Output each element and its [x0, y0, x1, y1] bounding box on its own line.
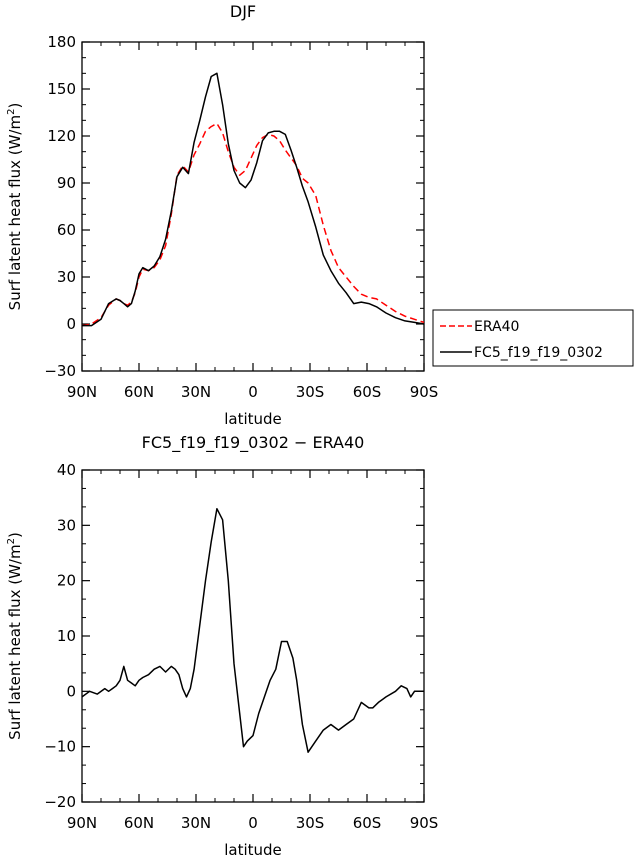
panel-2-x-tick-label: 30N	[181, 814, 211, 832]
panel-2: FC5_f19_f19_0302 − ERA40 −20−10010203040…	[6, 433, 438, 859]
panel-2-x-tick-label: 90N	[67, 814, 97, 832]
panel-2-series-line-difference	[81, 507, 424, 753]
panel-1-y-axis-title-end: )	[6, 103, 24, 109]
panel-1-x-tick-label: 30N	[181, 383, 211, 401]
panel-2-x-tick-label: 60S	[353, 814, 382, 832]
panel-2-y-axis-title: Surf latent heat flux (W/m2)	[6, 532, 24, 740]
panel-2-x-tick-label: 60N	[124, 814, 154, 832]
legend-era40-label: ERA40	[474, 319, 519, 335]
legend: ERA40 FC5_f19_f19_0302	[432, 309, 634, 367]
panel-1-x-tick-label: 90N	[67, 383, 97, 401]
panel-1-title: DJF	[230, 2, 256, 21]
legend-box	[432, 309, 634, 367]
panel-1-y-tick-label: −30	[44, 362, 76, 380]
panel-2-y-ticks: −20 −10 0 10 20 30 40	[44, 461, 424, 811]
panel-2-y-axis-title-superscript: 2	[6, 538, 17, 544]
panel-1-x-tick-label: 60N	[124, 383, 154, 401]
panel-2-y-axis-title-end: )	[6, 532, 24, 538]
panel-1-x-axis-title: latitude	[224, 410, 282, 428]
panel-2-x-axis-title: latitude	[224, 841, 282, 859]
panel-2-y-tick-label: 40	[57, 461, 76, 479]
panel-2-y-tick-label: −10	[44, 738, 76, 756]
panel-1: DJF −30 0 30 60 90 120 150 180 90N 60N 30N 0 30S 60S…	[6, 2, 634, 428]
panel-1-y-axis-title-superscript: 2	[6, 109, 17, 115]
panel-1-y-axis-title-main: Surf latent heat flux (W/m	[6, 115, 24, 310]
panel-1-x-tick-label: 60S	[353, 383, 382, 401]
panel-1-y-tick-label: 150	[47, 80, 76, 98]
panel-1-y-tick-label: 0	[66, 315, 76, 333]
panel-1-frame	[81, 41, 425, 372]
panel-2-y-axis-title-main: Surf latent heat flux (W/m	[6, 544, 24, 739]
panel-1-y-tick-label: 180	[47, 33, 76, 51]
panel-2-y-tick-label: 0	[66, 682, 76, 700]
panel-2-frame	[81, 469, 425, 803]
panel-2-y-tick-label: 30	[57, 516, 76, 534]
panel-2-y-tick-label: 10	[57, 627, 76, 645]
panel-1-x-tick-label: 0	[248, 383, 258, 401]
panel-1-series	[81, 72, 425, 327]
panel-1-y-ticks: −30 0 30 60 90 120 150 180	[44, 33, 424, 380]
panel-1-y-tick-label: 60	[57, 221, 76, 239]
panel-2-y-tick-label: 20	[57, 572, 76, 590]
panel-2-x-tick-label: 0	[248, 814, 258, 832]
panel-2-x-ticks: 90N 60N 30N 0 30S 60S 90S	[67, 470, 438, 832]
panel-1-y-axis-title: Surf latent heat flux (W/m2)	[6, 103, 24, 311]
panel-2-y-tick-label: −20	[44, 793, 76, 811]
panel-2-x-tick-label: 30S	[296, 814, 325, 832]
panel-2-x-tick-label: 90S	[410, 814, 439, 832]
panel-1-x-tick-label: 30S	[296, 383, 325, 401]
panel-1-x-ticks: 90N 60N 30N 0 30S 60S 90S	[67, 42, 438, 401]
legend-fc5-label: FC5_f19_f19_0302	[474, 345, 603, 361]
panel-1-y-tick-label: 30	[57, 268, 76, 286]
panel-1-y-tick-label: 90	[57, 174, 76, 192]
panel-2-series	[81, 507, 424, 753]
panel-1-series-line-fc5-f19-f19-0302	[82, 72, 425, 327]
panel-1-y-tick-label: 120	[47, 127, 76, 145]
panel-2-title: FC5_f19_f19_0302 − ERA40	[142, 433, 365, 453]
panel-1-x-tick-label: 90S	[410, 383, 439, 401]
